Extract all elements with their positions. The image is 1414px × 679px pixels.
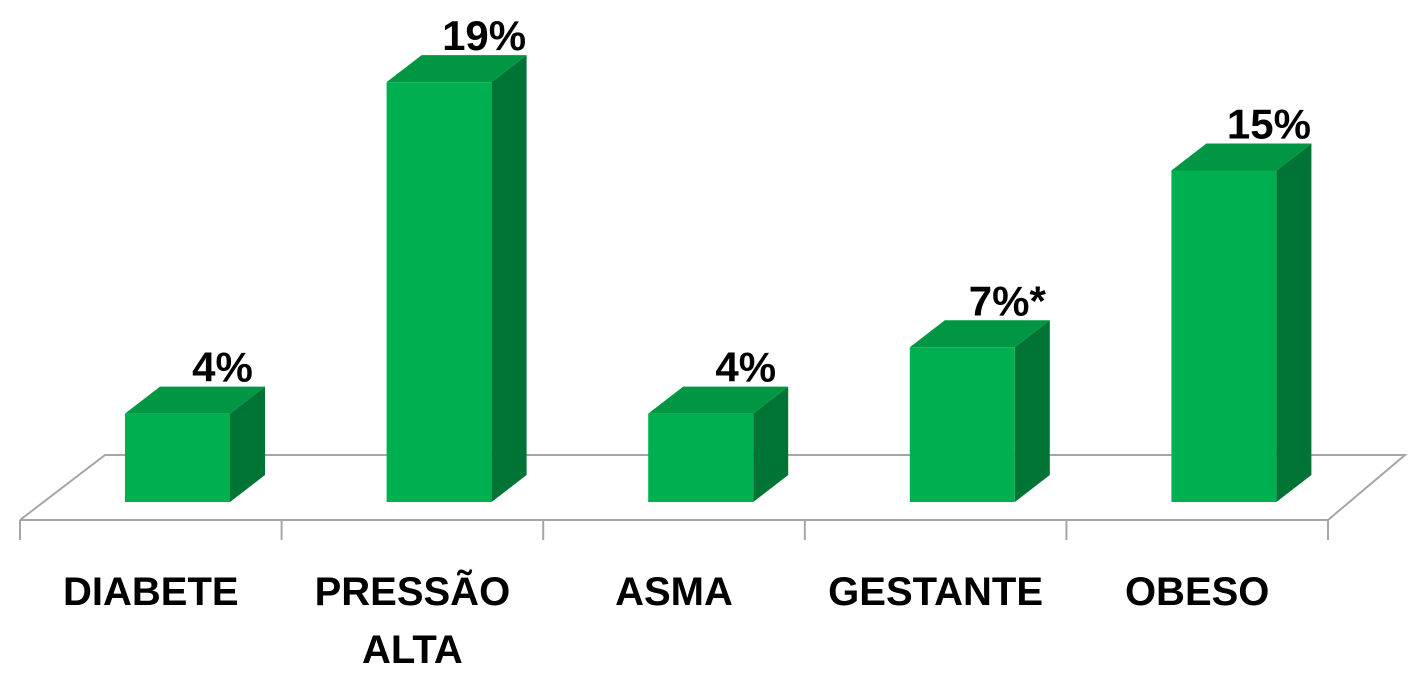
bar-top — [909, 320, 1050, 348]
bar — [386, 55, 527, 502]
value-label: 19% — [442, 12, 526, 59]
bar-side — [1276, 143, 1312, 502]
bar — [1171, 143, 1312, 502]
bar-side — [230, 386, 265, 502]
bar-front — [909, 347, 1015, 502]
value-label: 4% — [192, 344, 253, 391]
bar-top — [648, 386, 789, 414]
bar-top — [386, 55, 527, 83]
bar — [648, 386, 789, 502]
bar-top — [125, 386, 265, 414]
value-label: 7%* — [969, 277, 1047, 324]
bar-side — [753, 386, 789, 502]
value-label: 15% — [1227, 101, 1311, 148]
bar — [909, 320, 1050, 502]
x-tick-label: OBESO — [1124, 570, 1270, 614]
bar — [125, 386, 265, 502]
x-tick-label: DIABETE — [63, 570, 239, 614]
bar-front — [125, 413, 230, 502]
bar-top — [1171, 143, 1312, 171]
bar-front — [648, 413, 754, 502]
floor — [19, 454, 1408, 521]
bar-front — [386, 82, 492, 502]
x-tick-label: ASMA — [615, 570, 733, 614]
x-tick-label: PRESSÃO ALTA — [314, 570, 511, 672]
bar-front — [1171, 170, 1277, 502]
bar-side — [491, 55, 527, 502]
x-tick-label: GESTANTE — [828, 570, 1043, 614]
bar-side — [1014, 320, 1050, 502]
value-label: 4% — [715, 344, 776, 391]
